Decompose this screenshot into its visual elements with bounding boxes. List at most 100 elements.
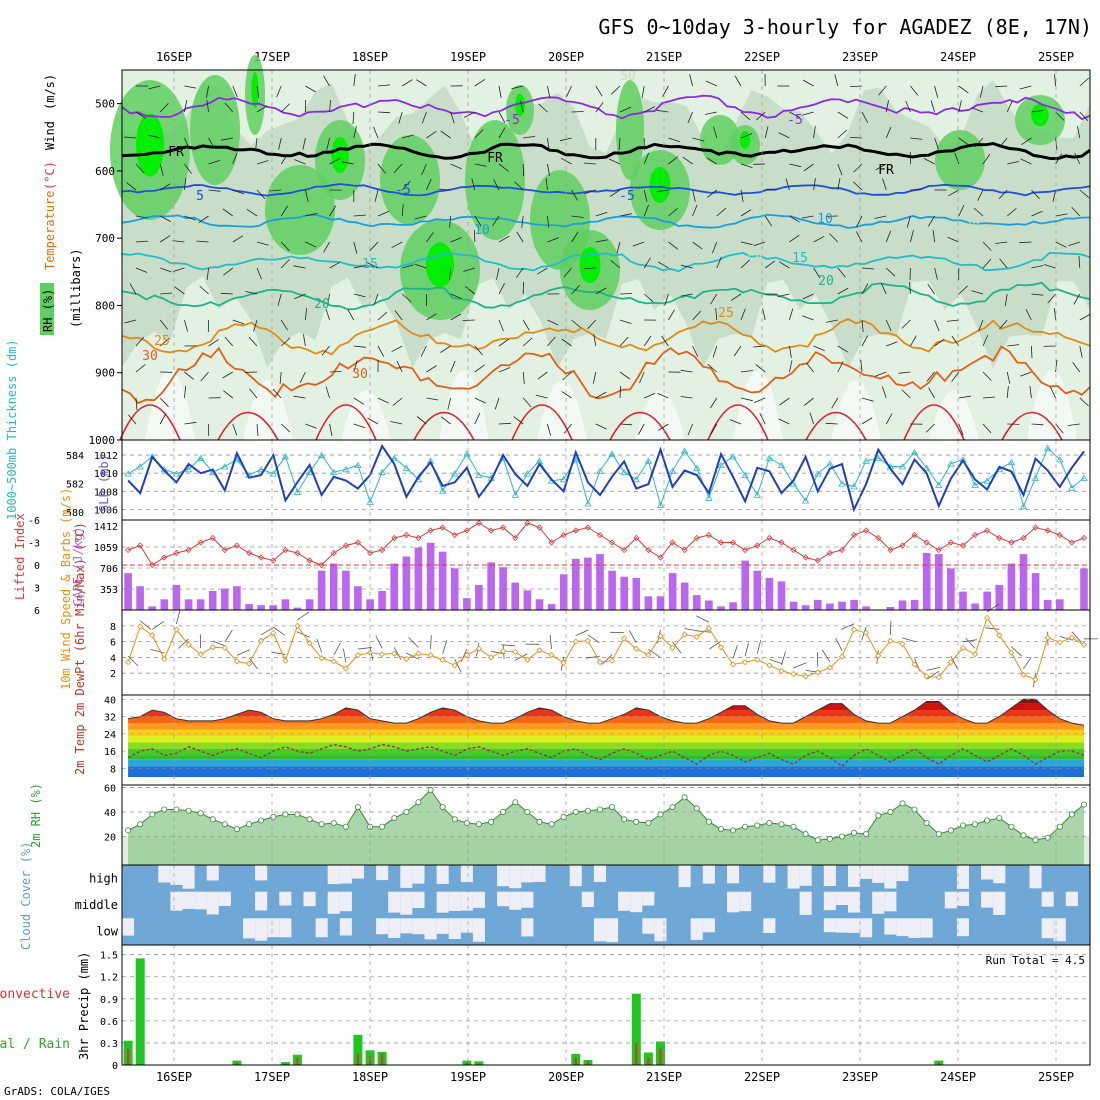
wind-barb [1006,100,1013,113]
cape-bar [886,607,895,610]
wind-speed-point [197,651,204,658]
cloud-gap [122,918,135,936]
cape-bar [535,599,544,610]
wind-barb [1043,264,1056,269]
wind-barb [874,215,887,219]
thickness-point [898,463,907,470]
wind-barb [305,189,309,202]
wind-barb [934,267,938,280]
wind-barb [1079,111,1089,122]
thickness-point [257,466,265,473]
wind-barb [232,152,238,165]
wind-barb [353,265,366,269]
isotherm-25 [121,318,1091,356]
cape-bar [801,605,810,610]
wind-barb [861,417,873,425]
rh2m-point [330,820,337,827]
wind-barb [184,137,190,150]
contour-label: -5 [787,113,803,128]
rh2m-point [923,820,930,827]
thickness-point [862,457,870,464]
rh2m-point [645,820,652,827]
wind-barb [522,371,525,385]
cloud-gap [727,865,740,884]
wind-speed-point [681,631,688,638]
wind-speed-point [911,661,918,668]
precip-total-bar [631,993,641,1065]
cape-bar [342,570,350,610]
wind-barb [326,137,330,150]
wind-barb [837,287,849,295]
thickness-point [378,468,386,476]
y-tick-label: 900 [95,367,115,380]
temperature-label: Temperature [43,191,57,270]
wind-barb [248,657,258,670]
lifted-index-point [536,524,543,531]
lifted-index-point [887,546,894,554]
wind-barb [1071,206,1081,217]
wind-barb [948,189,959,197]
wind-barb [256,241,269,246]
wind-barb [778,418,790,425]
wind-barb [420,345,427,357]
wind-barb [954,152,960,165]
wind-speed-point [584,637,591,644]
cape-bar [814,599,822,610]
wind-barb [208,339,219,347]
wind-barb [826,319,838,323]
lifted-index-point [705,531,712,539]
wind-barb [855,231,863,243]
wind-barb [206,85,209,98]
wind-barb [1025,309,1032,321]
slp-tick-label: 1008 [94,487,118,498]
wind-barb [837,163,843,176]
lifted-index-point [838,546,846,554]
wind-barb [885,413,893,425]
wind-speed-point [415,650,422,657]
wind-barb [367,417,379,425]
cape-bar [208,591,217,610]
wind-barb [1006,386,1009,399]
rh2m-point [935,831,942,838]
thickness-point [523,470,532,477]
wind-speed-point [947,659,954,666]
wind-barb [923,158,935,165]
wind-barb [493,179,500,191]
wind-barb [341,161,354,165]
wind-speed-point [814,669,821,676]
rh-humid-region [190,75,240,185]
wind-barb [889,620,892,635]
wind-barb [753,241,766,247]
cloud-gap [848,918,861,933]
wind-barb [377,311,388,321]
wind-barb [501,644,516,647]
wind-barb [805,362,814,373]
wind-barb [224,629,233,643]
wind-barb [474,129,484,139]
wind-barb [421,163,427,176]
cape-bar [559,574,568,610]
cloud-gap [763,918,776,933]
precip-convective-bar [381,1054,384,1065]
wind-barb [680,369,693,373]
cloud-gap [339,865,352,884]
rh2m-point [572,809,579,816]
wind-barb [571,215,584,218]
wind-barb [616,241,621,254]
temp-band [128,759,1085,767]
wind-barb [1072,362,1081,373]
cloud-gap [255,891,268,911]
wind-barb [729,419,742,425]
wind-barb [995,85,1008,88]
wind-barb [643,257,651,269]
rh2m-point [427,786,434,793]
wind-barb [995,241,1008,244]
wind-barb [563,423,572,434]
wind-barb [801,215,814,219]
wind-barb [1023,656,1032,670]
wind-barb [353,345,366,348]
wind-barb [595,391,607,399]
rh2m-point [669,804,676,811]
thickness-point [293,488,302,495]
wind-speed-point [306,640,313,647]
